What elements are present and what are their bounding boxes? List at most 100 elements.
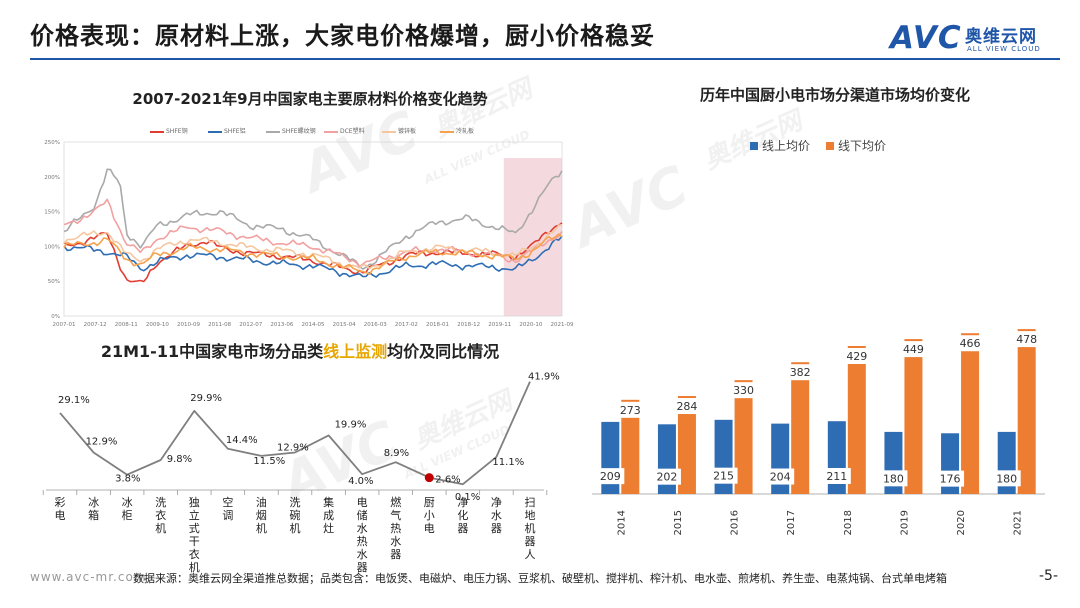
x-category-label: 2021: [1013, 510, 1024, 535]
category-label-char: 气: [390, 508, 401, 522]
x-tick-label: 2018-01: [426, 322, 449, 328]
offline-price-bar: [677, 396, 696, 494]
offline-price-label: 478: [1016, 333, 1037, 346]
online-price-label-bg: [709, 467, 738, 484]
x-tick-label: 2007-01: [53, 322, 76, 328]
logo-english-name: ALL VIEW CLOUD: [967, 45, 1041, 53]
x-tick-label: 2007-12: [84, 322, 107, 328]
category-label-char: 水: [357, 522, 368, 535]
offline-price-label: 429: [846, 350, 867, 363]
series-line-5: [63, 223, 563, 270]
point-value-label: 19.9%: [335, 419, 367, 430]
category-label-char: 燃: [390, 495, 401, 509]
logo-chinese-name: 奥维云网: [965, 27, 1037, 47]
legend-swatch: [826, 142, 835, 150]
y-tick-label: 100%: [44, 244, 60, 250]
x-tick-label: 2010-09: [177, 322, 200, 328]
category-label-char: 水: [357, 548, 368, 561]
x-tick-label: 2008-11: [115, 322, 138, 328]
x-category-label: 2016: [730, 510, 741, 535]
avc-logo: AVC 奥维云网 ALL VIEW CLOUD: [890, 18, 1062, 58]
category-label-char: 器: [390, 548, 401, 561]
offline-price-bar: [904, 339, 923, 494]
series-line-2: [63, 235, 563, 278]
legend-item: SHFE螺纹钢: [266, 126, 316, 135]
category-label-char: 洗: [155, 496, 166, 509]
online-price-label-bg: [596, 468, 625, 485]
offline-price-label: 284: [676, 400, 697, 413]
x-tick-label: 2015-04: [333, 322, 356, 328]
highlight-region: [503, 158, 562, 316]
online-price-chart-title: 21M1-11中国家电市场分品类线上监测均价及同比情况: [30, 338, 570, 362]
category-label-char: 净: [491, 495, 502, 509]
offline-price-label-bg: [1012, 331, 1041, 348]
category-label-char: 净: [457, 495, 468, 509]
y-tick-label: 0%: [51, 314, 60, 320]
online-price-label: 209: [600, 470, 621, 483]
offline-price-label: 382: [790, 366, 811, 379]
online-price-label-bg: [992, 470, 1021, 487]
legend-item: 冷轧板: [440, 126, 474, 135]
series-line-4: [63, 198, 563, 268]
point-value-label: 11.5%: [253, 456, 285, 467]
offline-price-bar: [1017, 329, 1036, 494]
category-label-char: 衣: [189, 547, 200, 561]
offline-price-label: 273: [620, 404, 641, 417]
data-source-note: 数据来源：奥维云网全渠道推总数据；品类包含：电饭煲、电磁炉、电压力锅、豆浆机、破…: [133, 572, 947, 585]
x-category-label: 2018: [843, 510, 854, 535]
yoy-line: [59, 381, 531, 486]
legend-label: 线上均价: [762, 139, 811, 153]
x-tick-label: 2017-02: [395, 322, 418, 328]
category-label-char: 储: [357, 508, 368, 522]
category-label-char: 电: [55, 509, 66, 522]
point-value-label: 41.9%: [528, 372, 560, 383]
online-price-label: 180: [996, 472, 1017, 485]
x-category-label: 2017: [786, 510, 797, 535]
legend-swatch: [750, 142, 758, 150]
category-label-char: 器: [357, 561, 368, 574]
offline-price-label-bg: [786, 364, 815, 381]
legend-item: SHFE铝: [208, 126, 246, 135]
category-label-char: 衣: [155, 508, 166, 522]
category-label-char: 箱: [88, 508, 99, 522]
online-price-label: 202: [656, 471, 677, 484]
category-label-char: 冰: [122, 496, 133, 509]
logo-mark: AVC: [890, 20, 962, 56]
category-label-char: 式: [189, 522, 200, 535]
legend-label: 镀锌板: [398, 128, 417, 135]
offline-price-bar: [847, 345, 866, 494]
y-tick-label: 150%: [44, 210, 60, 216]
kitchen-channel-chart-title: 历年中国厨小电市场分渠道市场均价变化: [699, 86, 970, 104]
online-price-label: 215: [713, 470, 734, 483]
x-tick-label: 2019-11: [488, 322, 511, 328]
y-tick-label: 250%: [44, 140, 60, 146]
category-label-char: 人: [525, 548, 536, 561]
x-tick-label: 2013-06: [270, 322, 293, 328]
point-value-label: 9.8%: [167, 454, 192, 465]
category-label-char: 机: [525, 521, 536, 535]
offline-price-bar: [621, 399, 640, 494]
offline-price-bar: [961, 333, 980, 494]
legend-swatch: [324, 130, 338, 133]
legend-swatch: [440, 130, 454, 133]
x-category-label: 2019: [899, 510, 910, 535]
x-tick-label: 2011-08: [208, 322, 231, 328]
legend-label: SHFE螺纹钢: [282, 128, 316, 135]
category-label-char: 碗: [290, 508, 301, 522]
footer: www.avc-mr.com 数据来源：奥维云网全渠道推总数据；品类包含：电饭煲…: [30, 568, 1070, 588]
category-label-char: 热: [390, 522, 401, 535]
category-label-char: 化: [457, 508, 468, 522]
x-tick-label: 2009-10: [146, 322, 169, 328]
offline-price-bar: [791, 362, 810, 494]
online-price-title-start: 21M1-11中国家电市场分品类: [100, 342, 324, 361]
offline-price-bar: [734, 380, 753, 494]
page-number: -5-: [1038, 568, 1058, 584]
x-tick-label: 2018-12: [457, 322, 480, 328]
category-label-char: 调: [222, 509, 233, 522]
x-tick-label: 2016-03: [364, 322, 387, 328]
category-label-char: 干: [189, 535, 200, 548]
x-tick-label: 2014-05: [302, 322, 325, 328]
point-value-label: 2.6%: [435, 475, 460, 486]
y-tick-label: 200%: [44, 175, 60, 181]
offline-price-label-bg: [899, 341, 928, 358]
